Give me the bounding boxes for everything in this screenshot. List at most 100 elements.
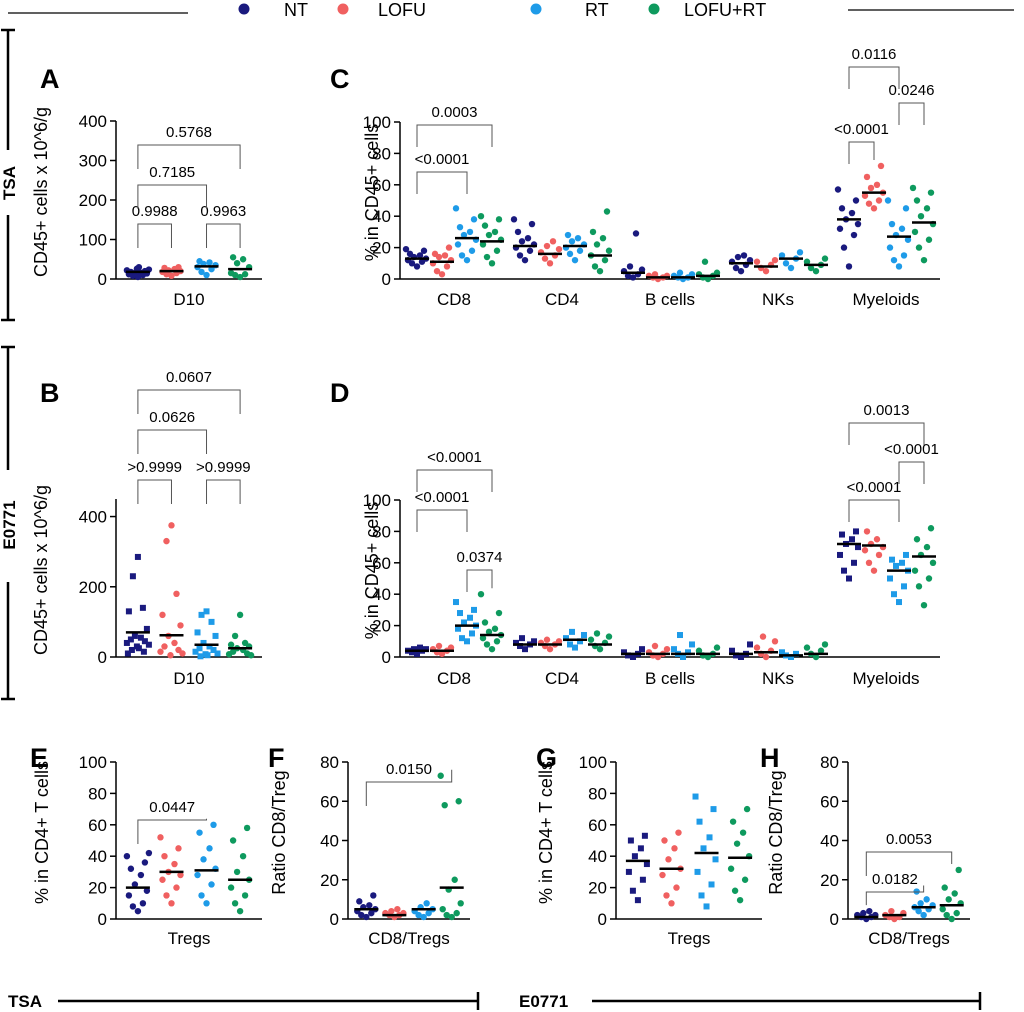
data-point xyxy=(913,536,921,543)
category-label: CD8 xyxy=(437,290,471,309)
data-point xyxy=(141,638,148,645)
data-point xyxy=(457,610,463,617)
data-point xyxy=(890,256,898,264)
data-point xyxy=(206,643,213,650)
data-point xyxy=(736,896,744,904)
data-point xyxy=(779,649,785,656)
legend-label-rt: RT xyxy=(585,0,609,20)
bottom-label-e0771: E0771 xyxy=(519,992,568,1011)
data-point xyxy=(483,253,491,261)
data-point xyxy=(229,837,237,844)
data-point xyxy=(227,884,235,891)
data-point xyxy=(787,264,795,272)
comparison-bracket xyxy=(416,469,493,492)
data-point xyxy=(441,252,449,259)
data-point xyxy=(593,241,601,248)
data-point xyxy=(673,884,680,891)
y-tick-label: 20 xyxy=(88,879,107,898)
data-point xyxy=(134,553,141,560)
data-point xyxy=(135,645,142,652)
data-point xyxy=(231,900,239,907)
data-point xyxy=(145,641,152,648)
data-point xyxy=(208,881,215,888)
p-value-label: <0.0001 xyxy=(427,449,482,466)
data-point xyxy=(713,644,721,651)
data-point xyxy=(198,892,205,899)
data-point xyxy=(671,845,678,852)
data-point xyxy=(860,909,867,917)
data-point xyxy=(689,641,695,648)
y-tick-label: 0 xyxy=(598,910,607,929)
data-point xyxy=(203,608,210,615)
data-point xyxy=(163,537,170,545)
p-value-label: 0.0150 xyxy=(386,761,432,778)
data-point xyxy=(663,892,670,899)
data-point xyxy=(464,638,470,645)
data-point xyxy=(495,216,503,223)
data-point xyxy=(704,275,712,283)
data-point xyxy=(124,650,131,657)
y-axis-label: Ratio CD8/Treg xyxy=(766,770,786,894)
comparison-bracket xyxy=(848,422,925,445)
data-point xyxy=(128,646,135,653)
data-point xyxy=(196,645,203,652)
data-point xyxy=(870,205,878,212)
data-point xyxy=(955,866,962,874)
data-point xyxy=(420,247,428,254)
data-point xyxy=(549,238,557,245)
y-tick-label: 60 xyxy=(372,176,391,195)
data-point xyxy=(713,269,721,276)
data-point xyxy=(747,641,753,648)
data-point xyxy=(129,903,137,910)
data-point xyxy=(923,896,930,903)
panel-label: G xyxy=(536,743,557,773)
data-point xyxy=(543,242,551,250)
data-point xyxy=(909,184,917,192)
y-tick-label: 40 xyxy=(88,847,107,866)
data-point xyxy=(873,536,881,543)
data-point xyxy=(125,608,132,615)
data-point xyxy=(363,913,370,921)
data-point xyxy=(712,856,719,863)
panel-b: 0 200 400 CD45+ cells x 10^6/g B D10 >0.9999 >0… xyxy=(31,369,262,688)
data-point xyxy=(140,648,147,655)
data-point xyxy=(127,636,134,643)
p-value-label: 0.5768 xyxy=(166,124,212,141)
data-point xyxy=(210,821,217,828)
data-point xyxy=(695,647,703,654)
data-point xyxy=(247,652,255,659)
data-point xyxy=(782,260,790,267)
y-tick-label: 80 xyxy=(588,784,607,803)
data-point xyxy=(563,635,569,642)
p-value-label: 0.0013 xyxy=(864,402,910,419)
data-point xyxy=(873,181,881,188)
data-point xyxy=(654,653,662,661)
data-point xyxy=(951,890,958,897)
data-point xyxy=(703,903,710,910)
data-point xyxy=(231,632,239,640)
data-point xyxy=(177,622,184,629)
data-point xyxy=(603,208,611,215)
y-tick-label: 20 xyxy=(372,239,391,258)
data-point xyxy=(948,915,955,923)
data-point xyxy=(139,900,147,907)
y-tick-label: 20 xyxy=(588,879,607,898)
data-point xyxy=(524,234,532,242)
model-brackets: TSA E0771 TSA E0771 xyxy=(0,28,982,1011)
data-point xyxy=(753,644,761,651)
data-point xyxy=(867,184,875,192)
data-point xyxy=(463,256,471,264)
data-point xyxy=(134,907,142,915)
data-point xyxy=(753,258,761,265)
data-point xyxy=(812,267,820,275)
data-point xyxy=(567,641,573,648)
data-point xyxy=(167,652,174,659)
legend-marker-nt xyxy=(238,3,250,15)
data-point xyxy=(943,911,950,919)
side-label-tsa: TSA xyxy=(0,166,19,200)
data-point xyxy=(898,225,906,232)
data-point xyxy=(743,805,751,813)
data-point xyxy=(541,255,549,262)
data-point xyxy=(621,649,627,656)
